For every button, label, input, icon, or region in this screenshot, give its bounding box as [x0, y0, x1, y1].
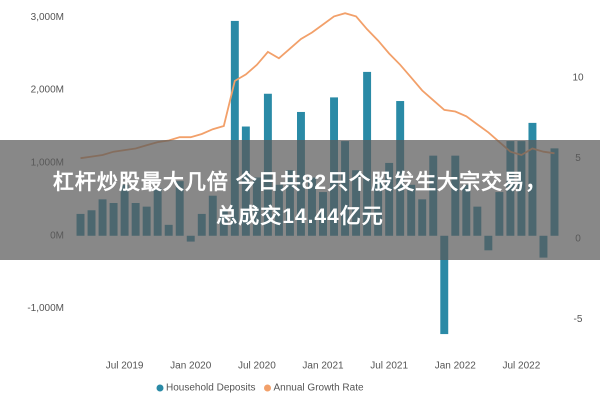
x-tick-label: Jul 2022 [503, 361, 541, 372]
bar [230, 20, 239, 236]
headline-banner: 杠杆炒股最大几倍 今日共82只个股发生大宗交易， 总成交14.44亿元 [0, 140, 600, 260]
line [80, 12, 555, 160]
x-tick-label: Jan 2021 [302, 361, 344, 372]
x-tick-label: Jul 2021 [370, 361, 408, 372]
headline-line: 总成交14.44亿元 [216, 205, 384, 228]
legend-marker [264, 384, 271, 392]
x-tick-label: Jan 2020 [170, 361, 212, 372]
y-tick-label: 3,000M [31, 12, 64, 23]
y2-tick-label: -5 [574, 314, 583, 325]
y-tick-label: -1,000M [27, 303, 64, 314]
headline-line: 杠杆炒股最大几倍 今日共82只个股发生大宗交易， [52, 171, 548, 194]
x-tick-label: Jan 2022 [435, 361, 477, 372]
y-tick-label: 2,000M [31, 85, 64, 96]
legend-label: Annual Growth Rate [274, 383, 364, 394]
legend-marker [156, 384, 164, 392]
bar [440, 235, 449, 335]
y2-tick-label: 10 [572, 72, 584, 83]
x-tick-label: Jul 2019 [106, 361, 144, 372]
x-tick-label: Jul 2020 [238, 361, 276, 372]
legend-label: Household Deposits [166, 383, 256, 394]
